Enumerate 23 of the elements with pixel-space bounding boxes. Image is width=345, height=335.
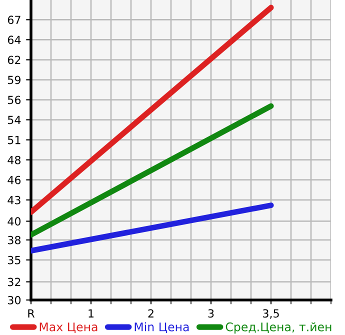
y-tick-label: 38 xyxy=(8,236,21,244)
x-tick-label: R xyxy=(28,309,35,318)
y-tick-label: 40 xyxy=(8,217,21,226)
y-tick-label: 48 xyxy=(8,156,21,164)
y-tick-label: 59 xyxy=(8,76,20,84)
x-tick-label: 3 xyxy=(208,309,214,318)
y-tick-label: 56 xyxy=(8,96,21,104)
x-tick-label: 1 xyxy=(88,309,94,318)
x-tick-label: 2 xyxy=(148,309,154,318)
x-tick-label: 3,5 xyxy=(263,309,279,319)
y-tick-label: 64 xyxy=(8,36,21,44)
y-tick-label: 51 xyxy=(8,136,20,144)
y-tick-label: 35 xyxy=(8,256,20,264)
y-tick-label: 54 xyxy=(8,116,21,124)
y-tick-label: 43 xyxy=(8,196,20,204)
y-tick-label: 32 xyxy=(8,278,20,286)
legend-label: Max Цена xyxy=(40,322,98,334)
legend-label: Сред.Цена, т.йен xyxy=(226,322,332,334)
y-tick-label: 67 xyxy=(8,16,20,24)
y-tick-label: 62 xyxy=(8,56,20,64)
legend-label: Min Цена xyxy=(134,322,189,334)
y-tick-label: 30 xyxy=(8,296,21,304)
y-tick-label: 46 xyxy=(8,176,21,184)
